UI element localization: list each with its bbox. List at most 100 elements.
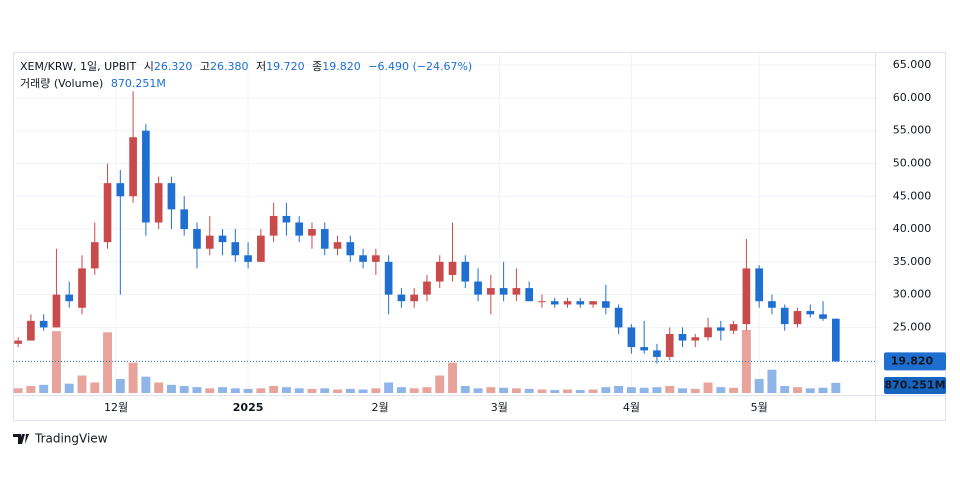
y-tick-label: 30.000 <box>893 288 932 301</box>
volume-bar <box>422 387 432 393</box>
volume-bar <box>524 388 534 393</box>
y-tick-label: 60.000 <box>893 91 932 104</box>
candle-body <box>295 222 304 236</box>
low-value: 19.720 <box>266 60 305 73</box>
volume-bar <box>230 388 240 393</box>
volume-bar <box>690 388 700 393</box>
candle-body <box>308 229 316 236</box>
volume-bar <box>703 382 713 393</box>
x-tick-label: 12월 <box>104 401 128 414</box>
candle-body <box>372 255 380 262</box>
candle-body <box>576 301 585 305</box>
candle-body <box>154 183 163 223</box>
candle-body <box>602 301 610 308</box>
change: −6.490 (−24.67%) <box>368 60 472 73</box>
close-value: 19.820 <box>322 60 361 73</box>
volume-bar <box>563 389 572 393</box>
candle-body <box>627 327 636 348</box>
volume-bar <box>818 387 828 393</box>
candle-body <box>525 288 534 302</box>
volume-bar <box>550 390 560 393</box>
candle-body <box>193 229 201 249</box>
high-value: 26.380 <box>210 60 249 73</box>
candle-body <box>768 301 776 308</box>
y-tick-label: 50.000 <box>893 156 932 169</box>
close-label: 종 <box>312 60 322 73</box>
volume-bar <box>716 387 726 393</box>
volume-bar <box>486 387 496 393</box>
y-tick-label: 25.000 <box>893 320 932 333</box>
volume-bar <box>793 387 802 393</box>
x-tick-label: 5월 <box>751 401 768 414</box>
volume-bar <box>601 387 611 393</box>
volume-bar <box>780 386 790 393</box>
candle-body <box>665 333 674 357</box>
candle-body <box>716 327 725 331</box>
candle-body <box>410 294 419 302</box>
volume-bar <box>64 383 74 393</box>
legend-line: XEM/KRW, 1일, UPBIT 시26.320 고26.380 저19.7… <box>20 59 472 73</box>
volume-bar <box>243 388 253 393</box>
volume-bar <box>678 388 687 393</box>
volume-bar <box>141 376 151 393</box>
volume-bar <box>256 388 266 393</box>
volume-label: 거래량 (Volume) <box>20 77 103 90</box>
candle-body <box>244 255 252 262</box>
volume-bar <box>435 375 445 393</box>
candle-body <box>269 215 278 236</box>
volume-bar <box>26 386 36 393</box>
volume-bar <box>575 390 585 393</box>
candle-body <box>320 229 329 249</box>
candle-body <box>218 235 227 243</box>
candle-body <box>333 242 342 249</box>
y-tick-label: 35.000 <box>893 255 932 268</box>
volume-bar <box>448 362 457 393</box>
candle-body <box>448 261 457 275</box>
volume-bar <box>281 387 291 393</box>
candle-body <box>282 215 291 223</box>
volume-bar <box>307 388 317 393</box>
volume-bar <box>409 388 419 393</box>
volume-bar <box>320 388 330 393</box>
volume-bar <box>51 331 61 393</box>
volume-bar <box>767 369 777 393</box>
volume-bar <box>499 387 509 393</box>
candle-body <box>640 347 649 351</box>
volume-bar <box>205 388 215 393</box>
last-price-label: 19.820 <box>891 354 934 367</box>
volume-bar <box>626 387 636 393</box>
candle-body <box>512 288 521 295</box>
volume-bar <box>396 387 406 393</box>
volume-bar <box>179 386 189 393</box>
candle-body <box>831 318 840 362</box>
candle-body <box>819 314 827 319</box>
candle-body <box>474 281 482 295</box>
candle-body <box>359 255 367 262</box>
volume-bar <box>805 388 815 393</box>
logo-text: TradingView <box>34 432 108 446</box>
volume-box <box>884 377 946 394</box>
candle-body <box>103 183 112 243</box>
volume-bar <box>333 389 342 393</box>
candle-body <box>180 209 189 230</box>
candle-body <box>129 137 137 197</box>
candle-body <box>550 301 559 305</box>
volume-bar <box>345 388 355 393</box>
x-tick-label: 3월 <box>491 401 508 414</box>
volume-bar <box>384 382 394 393</box>
volume-bar <box>77 375 87 393</box>
candle-body <box>346 242 355 256</box>
volume-bar <box>269 386 279 393</box>
candle-body <box>729 324 738 331</box>
y-tick-label: 65.000 <box>893 58 932 71</box>
open-label: 시 <box>144 60 154 73</box>
candle-body <box>384 261 393 295</box>
logo-icon <box>13 434 29 444</box>
candle-body <box>27 320 35 341</box>
candle-body <box>780 307 789 325</box>
volume-bar <box>639 387 649 393</box>
y-tick-label: 55.000 <box>893 124 932 137</box>
last-price-box <box>884 352 946 371</box>
